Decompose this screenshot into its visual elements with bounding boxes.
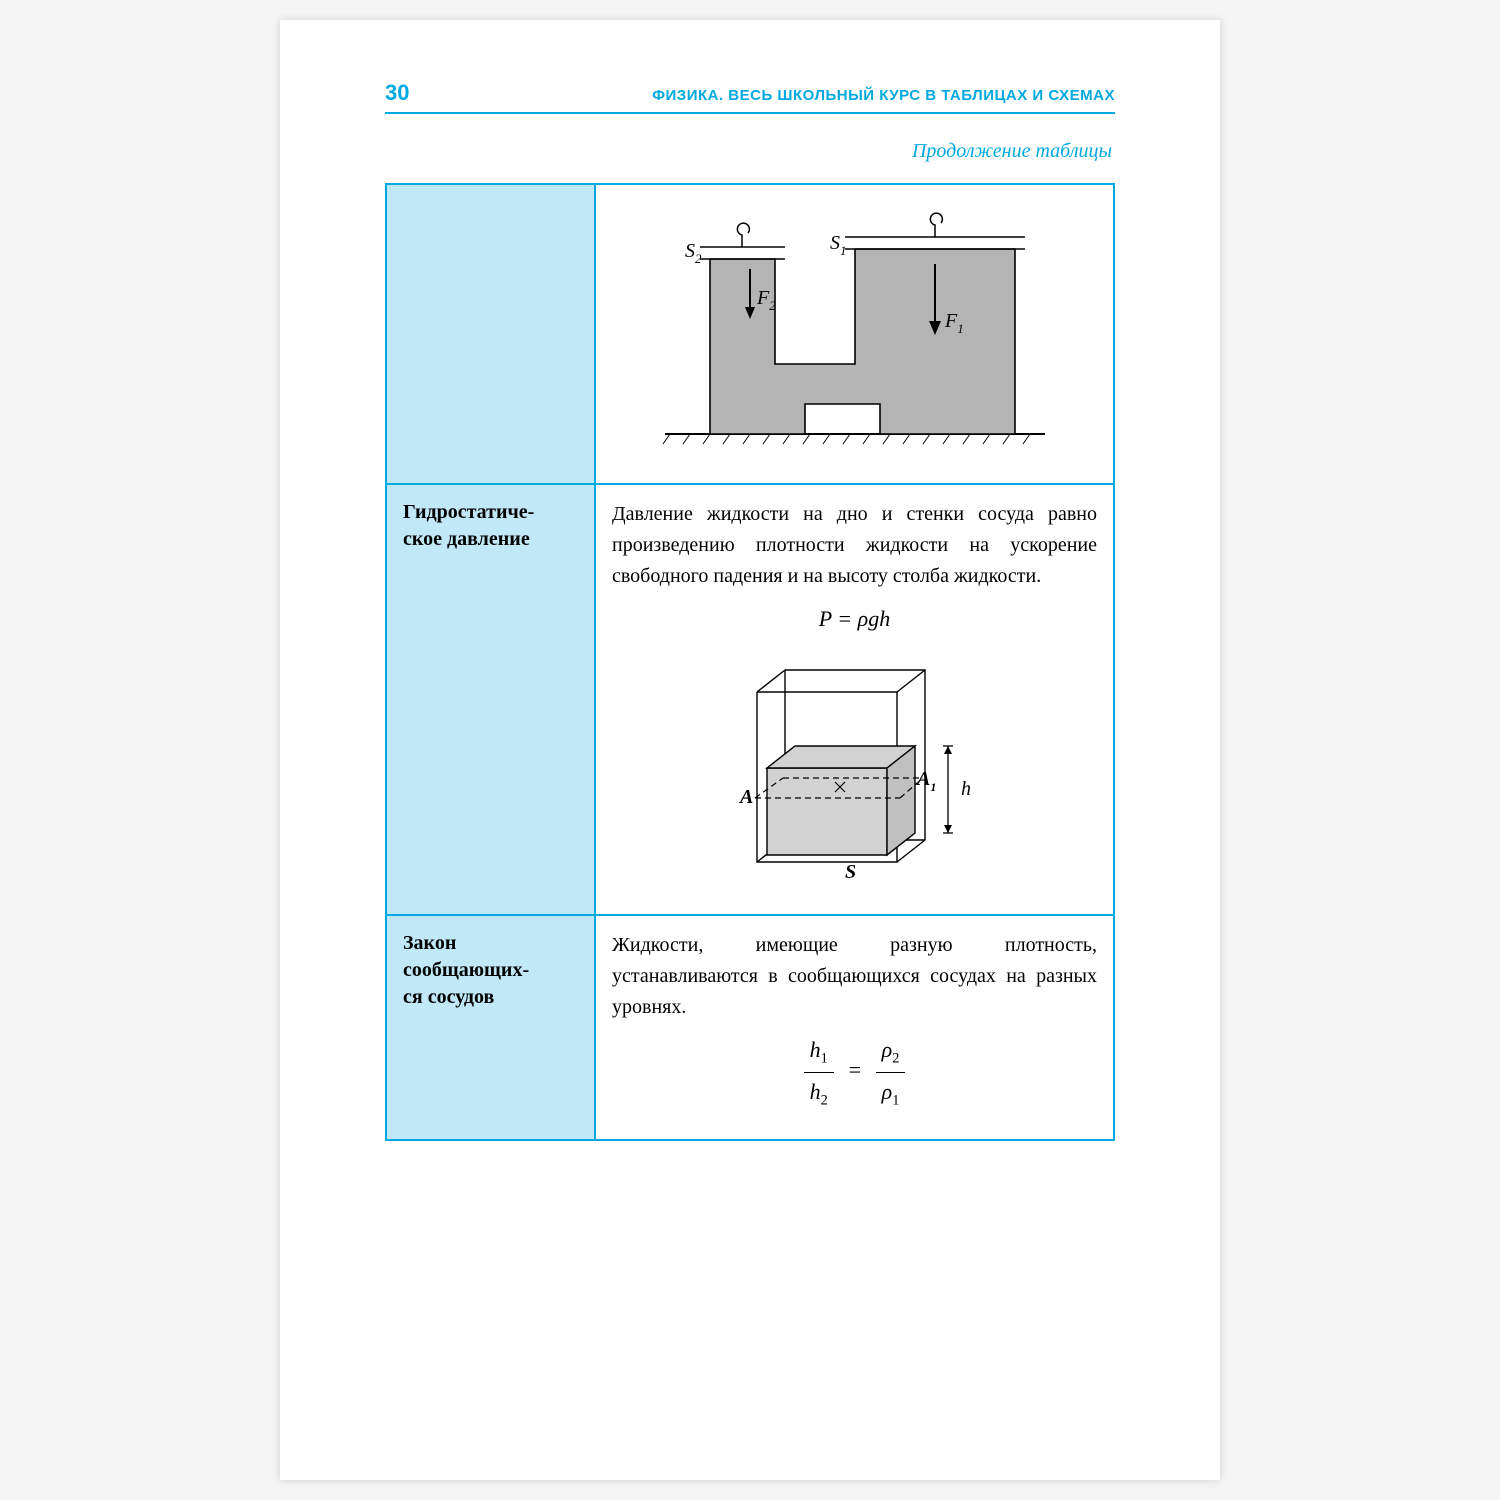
row2-label-cell: Гидростатиче- ское давление bbox=[386, 484, 595, 915]
row2-label: Гидростатиче- ское давление bbox=[403, 501, 534, 550]
row3-content-cell: Жидкости, имеющие разную плотность, уста… bbox=[595, 915, 1114, 1140]
continuation-label: Продолжение таблицы bbox=[912, 140, 1112, 163]
row3-text: Жидкости, имеющие разную плотность, уста… bbox=[612, 930, 1097, 1023]
row1-content-cell: S2 S1 F2 F1 bbox=[595, 184, 1114, 484]
row1-label-cell bbox=[386, 184, 595, 484]
svg-text:S1: S1 bbox=[830, 232, 847, 258]
row3-formula: h1 h2 = ρ2 ρ1 bbox=[612, 1033, 1097, 1111]
hydraulic-press-diagram: S2 S1 F2 F1 bbox=[612, 199, 1097, 469]
fluid-cube-diagram: A A1 h S bbox=[612, 650, 1097, 900]
row3-label: Закон сообщающих- ся сосудов bbox=[403, 932, 529, 1008]
row3-label-cell: Закон сообщающих- ся сосудов bbox=[386, 915, 595, 1140]
row2-text: Давление жидкости на дно и стен­ки сосуд… bbox=[612, 499, 1097, 592]
table-row: S2 S1 F2 F1 bbox=[386, 184, 1114, 484]
page-number: 30 bbox=[385, 80, 409, 106]
row2-formula: P = ρgh bbox=[612, 602, 1097, 636]
svg-text:A: A bbox=[738, 786, 753, 808]
row2-content-cell: Давление жидкости на дно и стен­ки сосуд… bbox=[595, 484, 1114, 915]
svg-text:S: S bbox=[845, 861, 856, 883]
table-row: Закон сообщающих- ся сосудов Жидкости, и… bbox=[386, 915, 1114, 1140]
table-row: Гидростатиче- ское давление Давление жид… bbox=[386, 484, 1114, 915]
physics-table: S2 S1 F2 F1 Гидростатиче- ское давление … bbox=[385, 183, 1115, 1141]
page-header: 30 ФИЗИКА. ВЕСЬ ШКОЛЬНЫЙ КУРС В ТАБЛИЦАХ… bbox=[385, 80, 1115, 114]
page-title: ФИЗИКА. ВЕСЬ ШКОЛЬНЫЙ КУРС В ТАБЛИЦАХ И … bbox=[652, 87, 1115, 104]
svg-text:S2: S2 bbox=[685, 240, 702, 266]
svg-text:h: h bbox=[961, 778, 971, 800]
page: 30 ФИЗИКА. ВЕСЬ ШКОЛЬНЫЙ КУРС В ТАБЛИЦАХ… bbox=[280, 20, 1220, 1480]
